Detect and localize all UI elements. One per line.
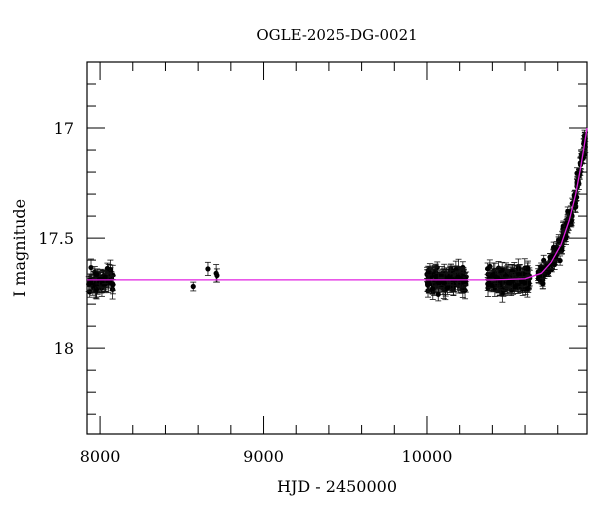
y-tick-label: 18 bbox=[54, 339, 74, 358]
x-tick-label: 9000 bbox=[243, 447, 284, 466]
x-tick-label: 8000 bbox=[80, 447, 121, 466]
x-axis-ticks bbox=[99, 62, 559, 434]
y-axis-label: I magnitude bbox=[10, 199, 29, 297]
data-point bbox=[515, 265, 522, 284]
data-point bbox=[491, 279, 498, 297]
x-tick-label: 10000 bbox=[402, 447, 453, 466]
data-point bbox=[213, 268, 220, 283]
x-axis-label: HJD - 2450000 bbox=[277, 477, 397, 496]
data-point bbox=[484, 262, 491, 275]
data-point bbox=[454, 271, 461, 283]
model-curve bbox=[87, 127, 588, 281]
data-point bbox=[499, 261, 506, 278]
data-point bbox=[547, 253, 554, 262]
data-point bbox=[429, 282, 436, 295]
data-point bbox=[518, 275, 525, 287]
data-point bbox=[425, 274, 432, 294]
chart-title: OGLE-2025-DG-0021 bbox=[256, 26, 417, 44]
data-point bbox=[104, 262, 111, 275]
data-point bbox=[204, 261, 211, 276]
data-point bbox=[102, 270, 109, 285]
data-point bbox=[190, 281, 197, 292]
data-point bbox=[524, 260, 531, 277]
plot-frame bbox=[86, 61, 588, 435]
data-point bbox=[488, 278, 495, 293]
y-tick-label: 17.5 bbox=[38, 229, 74, 248]
x-tick-labels: 8000 9000 10000 bbox=[80, 447, 453, 466]
plot-area bbox=[85, 61, 589, 435]
y-tick-labels: 17 17.5 18 bbox=[38, 119, 74, 358]
y-tick-label: 17 bbox=[54, 119, 74, 138]
data-point bbox=[539, 277, 546, 290]
data-point bbox=[90, 278, 97, 293]
data-point bbox=[441, 272, 448, 293]
data-point bbox=[435, 272, 442, 293]
data-point bbox=[85, 276, 92, 293]
data-point bbox=[524, 279, 531, 298]
